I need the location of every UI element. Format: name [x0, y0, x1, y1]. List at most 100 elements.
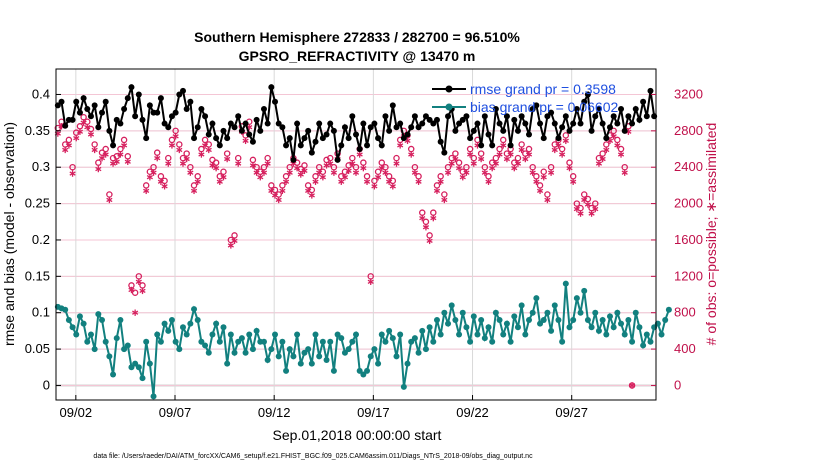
rmse-point	[327, 120, 334, 127]
rmse-point	[548, 109, 555, 116]
assimilated-stroke	[297, 172, 304, 177]
assimilated-point	[603, 146, 610, 154]
bias-point	[205, 349, 212, 356]
bias-point	[474, 331, 481, 338]
bias-point	[415, 349, 422, 356]
assimilated-point	[330, 169, 338, 176]
assimilated-point	[224, 155, 231, 163]
rmse-point	[84, 106, 91, 113]
rmse-point	[213, 135, 220, 142]
assimilated-stroke	[62, 147, 69, 153]
assimilated-point	[551, 146, 558, 154]
assimilated-stroke	[559, 152, 566, 157]
bias-point	[323, 356, 330, 363]
assimilated-stroke	[577, 211, 584, 216]
bias-point	[632, 309, 639, 316]
assimilated-stroke	[441, 197, 448, 203]
rmse-point	[397, 120, 404, 127]
possible-point	[419, 209, 426, 216]
possible-point	[65, 136, 73, 144]
rmse-point	[489, 142, 496, 149]
assimilated-stroke	[352, 170, 360, 175]
bias-point	[356, 367, 363, 374]
bias-point	[636, 324, 643, 331]
possible-point	[360, 159, 367, 166]
rmse-point	[562, 113, 569, 120]
bias-point	[99, 316, 106, 323]
assimilated-point	[65, 142, 72, 149]
rmse-point	[441, 149, 448, 156]
assimilated-stroke	[242, 138, 249, 144]
bias-point	[573, 295, 580, 302]
assimilated-stroke	[98, 155, 106, 161]
y2-tick-label: 1200	[674, 268, 703, 283]
y-tick-label: 0.15	[25, 268, 50, 283]
chart-subtitle: GPSRO_REFRACTIVITY @ 13470 m	[239, 48, 476, 64]
assimilated-point	[507, 151, 514, 158]
assimilated-stroke	[76, 129, 84, 134]
possible-point	[80, 113, 87, 121]
assimilated-stroke	[73, 135, 80, 141]
assimilated-stroke	[459, 175, 466, 180]
right-axis-ticks: 0 400 800 1200 1600 2000 2400 2800 3200	[651, 86, 703, 392]
bias-point	[382, 338, 389, 345]
x-axis-label: Sep.01,2018 00:00:00 start	[273, 427, 442, 443]
bias-point	[514, 324, 521, 331]
assimilated-point	[588, 210, 595, 217]
bias-point	[249, 346, 256, 353]
bias-point	[511, 313, 518, 320]
bias-point	[562, 280, 569, 287]
bias-point	[400, 383, 407, 390]
assimilated-stroke	[286, 170, 293, 175]
assimilated-stroke	[157, 179, 165, 184]
assimilated-stroke	[201, 143, 209, 148]
bias-point	[603, 331, 610, 338]
assimilated-stroke	[268, 188, 275, 194]
assimilated-point	[316, 169, 323, 176]
assimilated-stroke	[481, 170, 488, 175]
bias-point	[157, 338, 164, 345]
bias-point	[106, 353, 113, 360]
assimilated-point	[529, 169, 536, 176]
rmse-point	[426, 116, 433, 123]
rmse-point	[481, 113, 488, 120]
assimilated-point	[91, 146, 98, 154]
bias-point	[588, 324, 595, 331]
assimilated-point	[459, 174, 466, 181]
rmse-point	[514, 127, 521, 134]
assimilated-stroke	[264, 161, 271, 166]
assimilated-stroke	[426, 238, 433, 244]
y2-tick-label: 400	[674, 341, 696, 356]
bias-point	[179, 324, 186, 331]
rmse-point	[154, 109, 161, 116]
assimilated-point	[179, 160, 187, 167]
bias-point	[345, 346, 352, 353]
rmse-point	[463, 113, 470, 120]
bias-point	[191, 306, 198, 313]
rmse-point	[157, 95, 164, 102]
bias-point	[319, 338, 326, 345]
bias-point	[360, 371, 367, 378]
assimilated-point	[216, 178, 223, 185]
assimilated-point	[190, 187, 198, 195]
possible-point	[124, 153, 132, 160]
bias-point	[117, 316, 124, 323]
assimilated-stroke	[603, 147, 610, 153]
bias-point	[456, 331, 463, 338]
bias-point	[584, 316, 591, 323]
rmse-point	[62, 122, 69, 129]
rmse-point	[555, 135, 562, 142]
assimilated-stroke	[316, 170, 323, 175]
possible-point	[131, 289, 139, 296]
possible-point	[363, 173, 371, 180]
assimilated-point	[555, 142, 562, 149]
rmse-point	[430, 120, 437, 127]
assimilated-stroke	[143, 188, 150, 194]
assimilated-stroke	[95, 166, 102, 172]
rmse-point	[249, 138, 256, 145]
assimilated-stroke	[271, 193, 279, 198]
rmse-point	[268, 84, 275, 91]
rmse-point	[643, 113, 650, 120]
assimilated-point	[544, 196, 551, 204]
bias-point	[467, 338, 474, 345]
